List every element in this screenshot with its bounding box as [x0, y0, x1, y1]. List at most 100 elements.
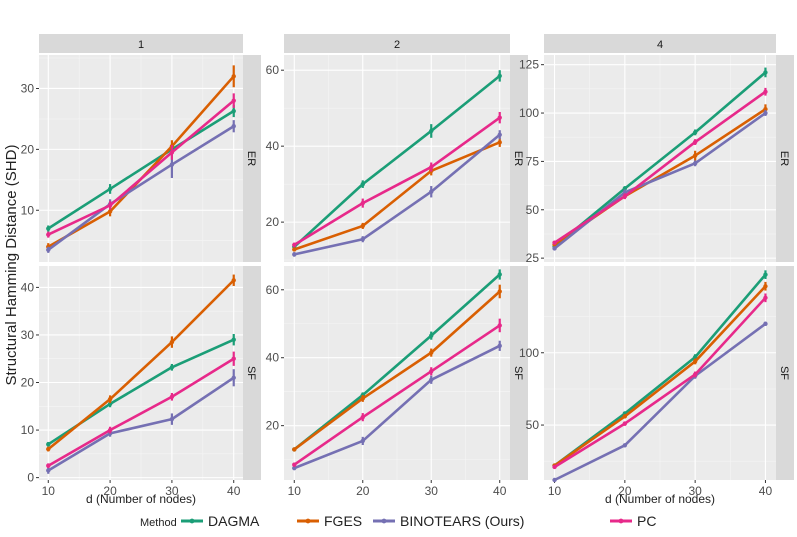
data-point	[292, 447, 297, 452]
y-tick-label: 0	[27, 471, 34, 485]
data-point	[692, 139, 698, 145]
legend-label: DAGMA	[208, 513, 260, 529]
data-point	[692, 130, 698, 135]
data-point	[497, 140, 502, 145]
x-tick-label: 10	[42, 484, 56, 498]
data-point	[107, 427, 113, 433]
data-point	[763, 89, 768, 94]
data-point	[497, 343, 502, 349]
legend-entry-fges: FGES	[297, 513, 362, 529]
data-point	[429, 333, 434, 338]
facet-strip-side-label: SF	[512, 366, 524, 380]
legend-entry-binotears-ours-: BINOTEARS (Ours)	[373, 513, 524, 529]
x-tick-label: 20	[618, 484, 632, 498]
data-point	[763, 321, 768, 327]
x-axis-title: d (Number of nodes)	[86, 492, 196, 506]
data-point	[552, 240, 557, 245]
data-point	[497, 323, 502, 328]
facet-strip-label: 2	[394, 39, 400, 51]
data-point	[763, 110, 768, 116]
legend-label: BINOTEARS (Ours)	[400, 513, 524, 529]
data-point	[231, 278, 236, 283]
data-point	[231, 124, 236, 129]
data-point	[497, 289, 502, 294]
legend-key-point	[189, 518, 195, 524]
data-point	[292, 247, 297, 252]
data-point	[763, 272, 768, 277]
facet-strip-side-label: ER	[245, 151, 257, 166]
data-point	[107, 203, 113, 208]
data-point	[169, 365, 175, 370]
series-line	[293, 324, 501, 466]
data-point	[360, 396, 365, 401]
series-line	[553, 285, 767, 467]
data-point	[231, 337, 236, 342]
panel-1-SF: 0 10 20 30 40 10 20 30 40	[21, 266, 243, 498]
data-point	[552, 464, 557, 470]
data-point	[231, 375, 236, 380]
series-pc	[292, 318, 502, 467]
y-axis-title: Structural Hamming Distance (SHD)	[3, 145, 20, 386]
series-fges	[292, 284, 502, 452]
x-tick-label: 30	[165, 484, 179, 498]
series-line	[553, 90, 767, 244]
facet-strip-label: 4	[657, 39, 663, 51]
data-point	[360, 181, 365, 187]
x-tick-label: 40	[493, 484, 507, 498]
series-line	[293, 116, 501, 247]
data-point	[692, 359, 698, 364]
data-point	[552, 246, 557, 251]
data-point	[763, 284, 768, 289]
facet-strip-side	[510, 266, 528, 480]
data-point	[692, 372, 698, 377]
data-point	[169, 394, 175, 399]
data-point	[692, 354, 698, 360]
series-pc	[46, 351, 236, 469]
series-line	[293, 290, 501, 451]
data-point	[46, 468, 51, 473]
legend-key-point	[305, 518, 311, 524]
series-line	[293, 74, 501, 248]
y-tick-label: 125	[519, 58, 539, 72]
series-line	[47, 109, 235, 230]
data-point	[231, 356, 236, 361]
data-point	[763, 106, 768, 112]
x-tick-label: 40	[759, 484, 773, 498]
data-point	[360, 438, 365, 444]
legend-label: FGES	[324, 513, 362, 529]
data-point	[429, 350, 434, 355]
data-point	[231, 98, 236, 103]
y-tick-label: 30	[21, 81, 35, 95]
legend-entry-dagma: DAGMA	[181, 513, 260, 529]
data-point	[292, 242, 297, 248]
data-point	[497, 115, 502, 120]
data-point	[46, 442, 51, 447]
legend-key-point	[618, 518, 624, 524]
data-point	[497, 132, 502, 137]
data-point	[292, 465, 297, 471]
data-point	[169, 339, 175, 345]
y-tick-label: 60	[266, 63, 280, 77]
y-tick-label: 40	[266, 139, 280, 153]
x-tick-label: 40	[227, 484, 241, 498]
facet-strip-side	[776, 266, 794, 480]
facet-strip-side-label: SF	[778, 366, 790, 380]
data-point	[429, 164, 434, 170]
series-binotears-ours-	[292, 340, 502, 471]
series-line	[293, 344, 501, 470]
y-tick-label: 75	[526, 154, 540, 168]
y-tick-label: 40	[21, 280, 35, 294]
data-point	[46, 226, 51, 231]
data-point	[429, 128, 434, 134]
facet-strip-side-label: SF	[245, 366, 257, 380]
data-point	[360, 223, 365, 229]
x-tick-label: 30	[425, 484, 439, 498]
y-tick-label: 20	[266, 215, 280, 229]
facet-strip-side	[776, 55, 794, 262]
series-line	[47, 376, 235, 472]
y-tick-label: 20	[21, 376, 35, 390]
panel-2-ER: 20 40 60	[266, 55, 510, 262]
legend: Method DAGMA FGES BINOTEARS (Ours) PC	[140, 513, 656, 529]
data-point	[763, 70, 768, 75]
